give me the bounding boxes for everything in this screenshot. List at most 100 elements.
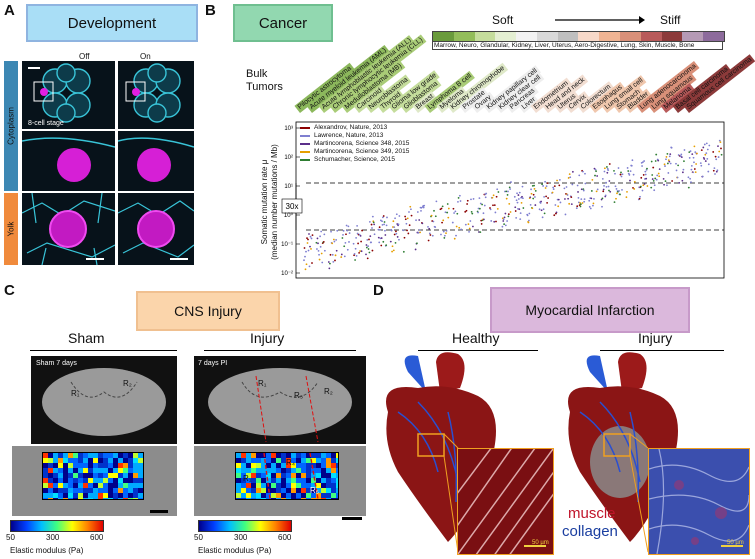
- stiffness-pixel: [108, 483, 113, 488]
- sham-colorbar: [10, 520, 104, 532]
- data-point: [514, 210, 517, 212]
- stiffness-pixel: [331, 453, 336, 458]
- data-point: [309, 245, 311, 248]
- data-point: [466, 203, 469, 205]
- stiffness-pixel: [68, 473, 73, 478]
- data-point: [420, 206, 423, 209]
- stiffness-pixel: [93, 458, 98, 463]
- stiffness-pixel: [133, 493, 138, 498]
- stiffness-pixel: [58, 483, 63, 488]
- data-point: [656, 174, 659, 177]
- data-point: [317, 249, 320, 252]
- stiffness-pixel: [123, 488, 128, 493]
- stiffness-pixel: [78, 458, 83, 463]
- stiffness-pixel: [118, 498, 123, 503]
- injury-cbar-max: 600: [278, 533, 292, 542]
- myocardial-infarction-title: Myocardial Infarction: [490, 287, 690, 333]
- stiffness-pixel: [286, 453, 291, 458]
- data-point: [348, 241, 350, 243]
- data-point: [466, 199, 469, 202]
- stiffness-pixel: [88, 498, 93, 503]
- data-point: [377, 228, 380, 231]
- data-point: [631, 159, 634, 162]
- data-point: [489, 208, 492, 211]
- injury-colorbar: [198, 520, 292, 532]
- data-point: [432, 220, 435, 223]
- healthy-underline: [418, 350, 538, 351]
- data-point: [627, 170, 630, 172]
- data-point: [703, 158, 706, 160]
- data-point: [594, 174, 596, 177]
- stiffness-pixel: [236, 483, 241, 488]
- data-point: [540, 209, 543, 212]
- data-point: [558, 184, 561, 187]
- stiffness-pixel: [306, 473, 311, 478]
- stiffness-pixel: [326, 473, 331, 478]
- stiffness-pixel: [241, 458, 246, 463]
- data-point: [527, 221, 530, 224]
- data-point: [633, 180, 636, 183]
- stiffness-pixel: [118, 473, 123, 478]
- data-point: [371, 249, 374, 252]
- legend-text: Martincorena, Science 349, 2015: [314, 148, 410, 155]
- data-point: [361, 229, 363, 232]
- stiffness-pixel: [301, 478, 306, 483]
- stiffness-pixel: [306, 483, 311, 488]
- data-point: [509, 188, 512, 190]
- stiffness-pixel: [286, 498, 291, 503]
- stiffness-pixel: [336, 498, 341, 503]
- stiffness-pixel: [281, 478, 286, 483]
- data-point: [380, 244, 383, 247]
- stiffness-pixel: [133, 453, 138, 458]
- data-point: [654, 160, 657, 162]
- stiffness-pixel: [48, 468, 53, 473]
- data-point: [700, 149, 703, 152]
- stiffness-pixel: [108, 463, 113, 468]
- data-point: [320, 230, 323, 233]
- stiffness-pixel: [128, 483, 133, 488]
- stiffness-pixel: [286, 478, 291, 483]
- data-point: [591, 178, 594, 181]
- data-point: [639, 185, 642, 188]
- data-point: [650, 160, 653, 163]
- stiffness-pixel: [48, 473, 53, 478]
- stiffness-pixel: [118, 478, 123, 483]
- stiffness-pixel: [306, 488, 311, 493]
- stiffness-swatch: [433, 32, 454, 41]
- stiffness-pixel: [296, 488, 301, 493]
- data-point: [584, 182, 587, 185]
- injury-r3: R₃: [294, 391, 303, 400]
- data-point: [539, 202, 542, 204]
- stiffness-pixel: [261, 498, 266, 503]
- injury-map-r4: R₄: [286, 458, 296, 467]
- muscle-legend: muscle: [568, 505, 616, 522]
- sham-heading: Sham: [68, 330, 105, 346]
- injury-boundary-line: [263, 452, 271, 500]
- data-point: [370, 223, 373, 226]
- data-point: [335, 239, 338, 241]
- data-point: [680, 156, 683, 159]
- stiffness-pixel: [63, 463, 68, 468]
- fold-box: [281, 198, 303, 214]
- data-point: [592, 204, 594, 207]
- data-point: [389, 240, 392, 243]
- stiffness-pixel: [286, 463, 291, 468]
- stiffness-pixel: [98, 468, 103, 473]
- data-point: [529, 203, 532, 206]
- healthy-heading: Healthy: [452, 330, 500, 346]
- data-point: [336, 229, 339, 232]
- data-point: [316, 237, 319, 240]
- d-injury-underline: [600, 350, 724, 351]
- data-point: [458, 194, 461, 197]
- data-point: [568, 173, 571, 175]
- data-point: [493, 220, 496, 223]
- stiffness-pixel: [68, 488, 73, 493]
- stiffness-pixel: [286, 468, 291, 473]
- data-point: [356, 224, 358, 227]
- data-point: [596, 188, 599, 191]
- stiffness-pixel: [276, 478, 281, 483]
- stiffness-pixel: [291, 468, 296, 473]
- stiffness-pixel: [266, 493, 271, 498]
- data-point: [322, 241, 325, 243]
- stiffness-pixel: [103, 483, 108, 488]
